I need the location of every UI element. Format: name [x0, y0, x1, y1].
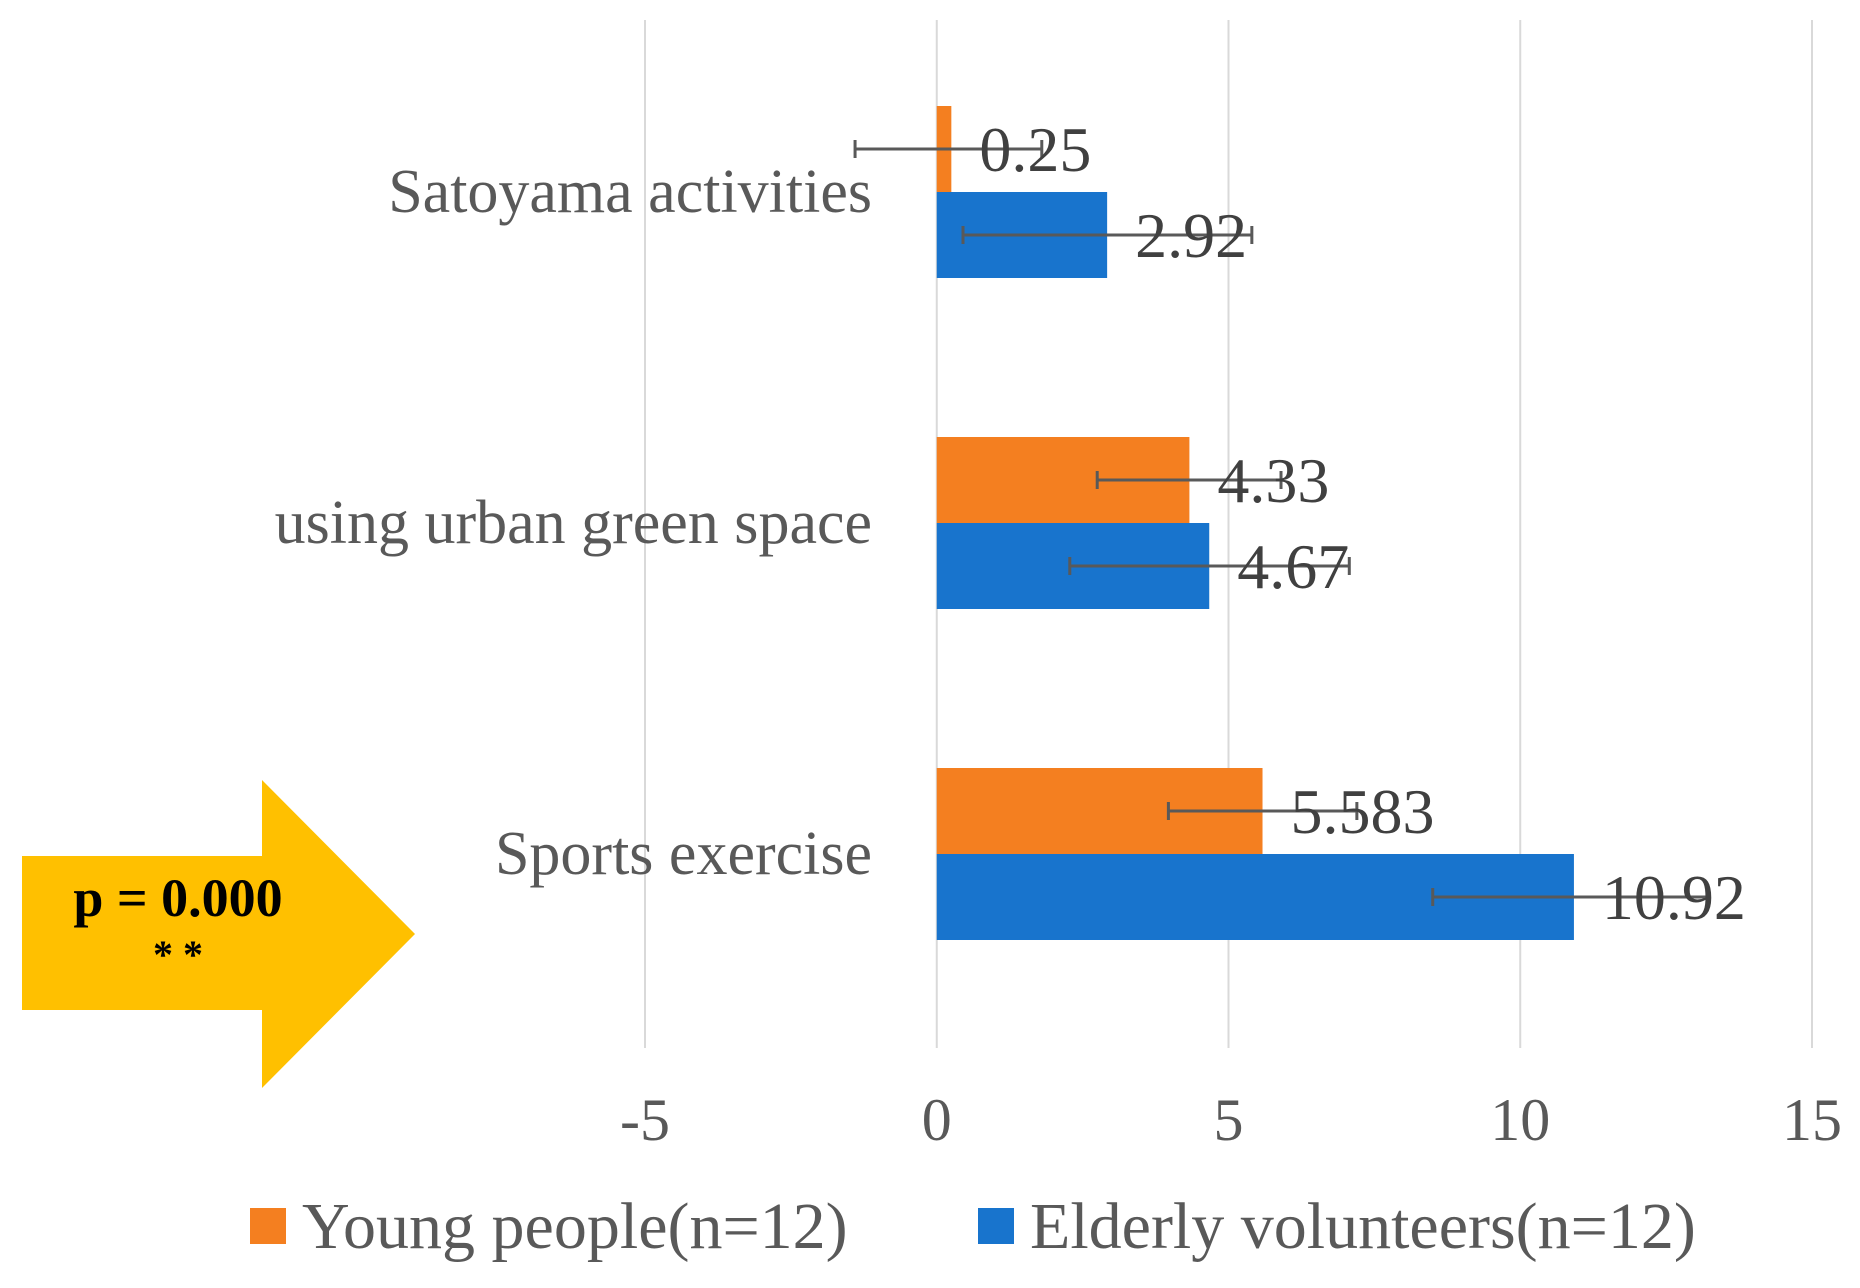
data-label: 4.67	[1237, 531, 1349, 602]
error-bar	[1431, 888, 1709, 906]
category-label: using urban green space	[275, 489, 872, 557]
data-label: 10.92	[1602, 862, 1746, 933]
x-tick-label-0: -5	[620, 1087, 670, 1153]
data-label: 4.33	[1217, 445, 1329, 516]
legend-swatch-elderly	[978, 1208, 1014, 1244]
data-label: 2.92	[1135, 200, 1247, 271]
category-labels: Satoyama activities using urban green spa…	[275, 158, 872, 888]
error-bars	[853, 140, 1709, 906]
legend-swatch-young	[250, 1208, 286, 1244]
arrow-shape	[22, 780, 415, 1088]
legend-label-young: Young people(n=12)	[302, 1190, 848, 1263]
x-axis-tick-labels: -5 0 5 10 15	[620, 1087, 1842, 1153]
category-label: Sports exercise	[495, 820, 872, 888]
error-bar	[961, 226, 1254, 244]
x-tick-label-2: 5	[1214, 1087, 1244, 1153]
category-label: Satoyama activities	[388, 158, 872, 226]
data-labels: 0.25 2.92 4.33 4.67 5.583 10.92	[979, 114, 1746, 933]
legend-label-elderly: Elderly volunteers(n=12)	[1030, 1190, 1696, 1263]
data-label: 0.25	[979, 114, 1091, 185]
x-tick-label-3: 10	[1490, 1087, 1550, 1153]
error-bar	[1068, 557, 1351, 575]
significance-stars: * *	[153, 932, 203, 977]
x-tick-label-1: 0	[922, 1087, 952, 1153]
p-value-label: p = 0.000	[73, 868, 282, 928]
x-tick-label-4: 15	[1782, 1087, 1842, 1153]
error-bar	[853, 140, 1044, 158]
error-bar	[1095, 471, 1283, 489]
legend: Young people(n=12) Elderly volunteers(n=…	[250, 1190, 1696, 1263]
data-label: 5.583	[1291, 776, 1435, 847]
significance-annotation: p = 0.000 * *	[22, 780, 415, 1088]
bars	[936, 106, 1574, 940]
error-bar	[1166, 802, 1359, 820]
